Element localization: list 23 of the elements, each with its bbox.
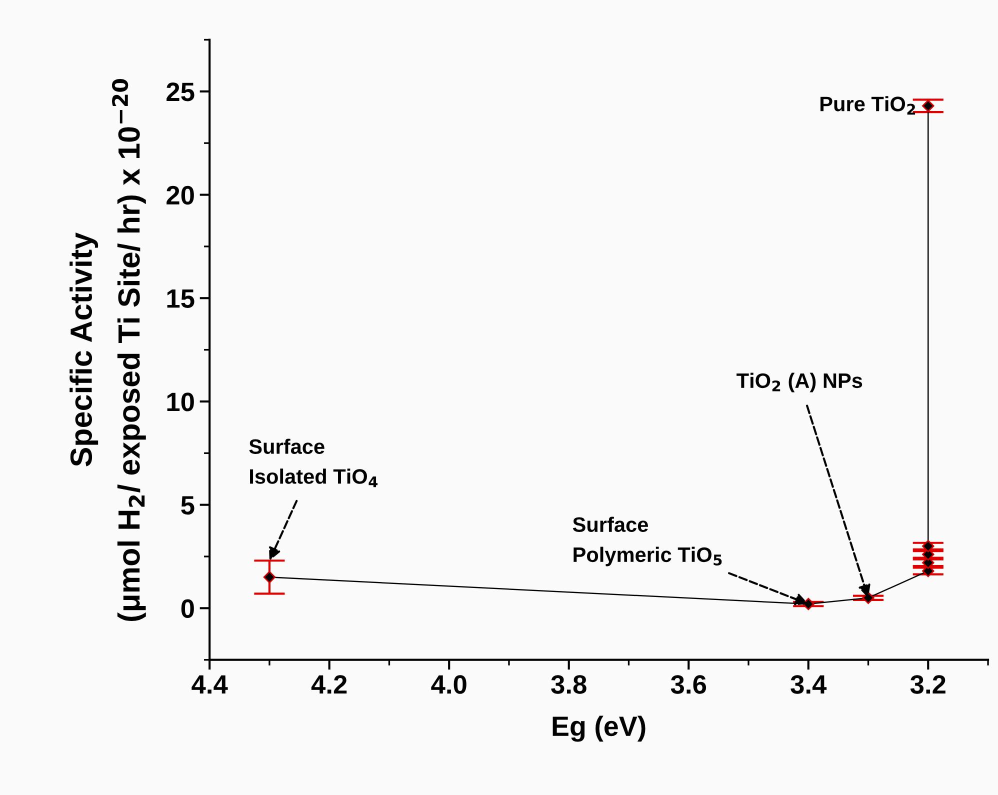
y-tick-label: 20	[166, 186, 194, 205]
y-tick-label: 15	[167, 290, 194, 308]
y-tick-label: 10	[167, 392, 194, 412]
annotation: TiO$_{2}$ (A) NPs	[736, 372, 862, 392]
point	[802, 598, 814, 610]
annotation: Surface Polymeric TiO$_{5}$	[572, 516, 722, 566]
x-tick-label: 3.8	[551, 675, 586, 694]
annotation: Pure TiO$_{2}$	[820, 96, 916, 115]
y-tick-label: 0	[181, 599, 194, 618]
x-tick-label: 4.0	[431, 675, 466, 694]
annotation: Surface Isolated TiO$_{4}$	[249, 438, 378, 488]
text: Specific Activity (μmol H$_{2}$/ exposed Ti Site/ hr) x 10$^{−20}$	[70, 79, 146, 621]
x-axis-title: Eg (eV)	[552, 716, 646, 742]
x-tick-label: 4.4	[192, 675, 228, 694]
point	[263, 571, 276, 584]
point	[922, 100, 934, 112]
y-tick-label: 5	[181, 496, 194, 515]
x-tick-label: 3.2	[910, 675, 946, 694]
x-tick-label: 3.4	[790, 675, 827, 694]
x-tick-label: 4.2	[311, 675, 347, 694]
point	[922, 540, 934, 552]
x-tick-label: 3.6	[670, 675, 706, 694]
y-tick-label: 25	[166, 82, 194, 102]
